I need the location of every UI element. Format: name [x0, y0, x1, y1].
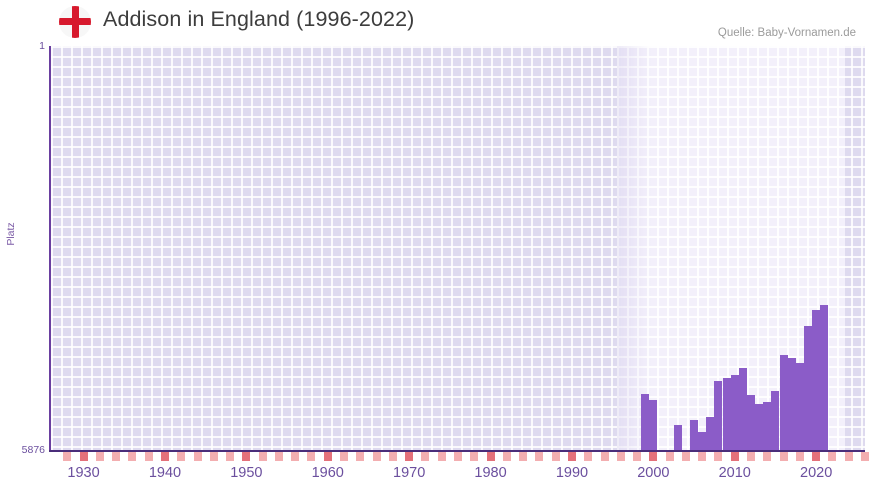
x-axis-tick-mark-2014	[763, 452, 772, 461]
x-axis-tick-mark-1968	[388, 452, 397, 461]
x-axis-tick-mark-1940	[160, 452, 169, 461]
x-axis-tick-mark-1982	[502, 452, 511, 461]
x-axis-tick-mark-2018	[795, 452, 804, 461]
x-axis-tick-label-1960: 1960	[311, 465, 344, 481]
x-axis-tick-mark-1936	[128, 452, 137, 461]
x-axis-tick-label-1930: 1930	[67, 465, 100, 481]
x-axis-tick-mark-2012	[747, 452, 756, 461]
x-axis-tick-mark-1978	[470, 452, 479, 461]
x-axis-tick-mark-1980	[486, 452, 495, 461]
x-axis-tick-mark-2026	[861, 452, 869, 461]
x-axis-tick-mark-1992	[584, 452, 593, 461]
x-axis-tick-mark-1974	[437, 452, 446, 461]
y-axis-title: Platz	[5, 222, 17, 246]
y-axis-tick-bottom: 5876	[21, 444, 45, 456]
bar-2009[interactable]	[722, 378, 731, 450]
x-axis-tick-mark-1932	[95, 452, 104, 461]
chart-title: Addison in England (1996-2022)	[103, 7, 415, 31]
x-axis-tick-mark-2024	[844, 452, 853, 461]
x-axis-tick-mark-1934	[112, 452, 121, 461]
bar-2008[interactable]	[714, 380, 723, 450]
x-axis-tick-mark-1928	[63, 452, 72, 461]
grid-left-fade	[616, 46, 651, 450]
bar-2017[interactable]	[787, 357, 796, 450]
x-axis-tick-mark-1958	[307, 452, 316, 461]
x-axis-tick-mark-1960	[323, 452, 332, 461]
x-axis-tick-mark-1942	[177, 452, 186, 461]
x-axis-tick-mark-1946	[209, 452, 218, 461]
x-axis-tick-mark-2008	[714, 452, 723, 461]
chart-source-label: Quelle: Baby-Vornamen.de	[717, 27, 856, 39]
x-axis-tick-mark-1930	[79, 452, 88, 461]
england-flag-icon	[59, 6, 91, 38]
bar-2007[interactable]	[706, 416, 715, 450]
bar-2005[interactable]	[690, 420, 699, 450]
x-axis-tick-mark-1972	[421, 452, 430, 461]
x-axis-tick-mark-1998	[633, 452, 642, 461]
x-axis-tick-mark-2002	[665, 452, 674, 461]
x-axis-tick-mark-1996	[616, 452, 625, 461]
bar-2000[interactable]	[649, 400, 658, 450]
x-axis-tick-mark-1964	[356, 452, 365, 461]
x-axis-tick-label-1940: 1940	[148, 465, 182, 481]
x-axis-tick-label-2010: 2010	[718, 465, 751, 481]
x-axis-tick-label-1970: 1970	[393, 465, 426, 481]
x-axis-tick-label-1950: 1950	[230, 465, 263, 481]
x-axis-tick-mark-1954	[274, 452, 283, 461]
x-axis-tick-mark-2004	[681, 452, 690, 461]
x-axis-tick-label-1980: 1980	[474, 465, 507, 481]
bar-2021[interactable]	[820, 304, 829, 450]
x-axis-tick-mark-1952	[258, 452, 267, 461]
plot-area	[51, 46, 865, 450]
x-axis-tick-mark-1938	[144, 452, 153, 461]
x-axis-tick-mark-2020	[812, 452, 821, 461]
y-axis-tick-top: 1	[39, 40, 45, 52]
chart-header: Addison in England (1996-2022) Quelle: B…	[0, 0, 873, 46]
x-axis-tick-mark-2006	[698, 452, 707, 461]
bar-1999[interactable]	[641, 393, 650, 450]
x-axis-tick-mark-1976	[454, 452, 462, 461]
x-axis-tick-mark-1950	[242, 452, 251, 461]
x-axis-tick-mark-1986	[535, 452, 544, 461]
bar-2010[interactable]	[730, 374, 739, 450]
x-axis-tick-mark-1984	[519, 452, 528, 461]
bar-2019[interactable]	[804, 326, 813, 450]
bar-2020[interactable]	[812, 310, 821, 450]
x-axis-tick-label-1990: 1990	[555, 465, 589, 481]
x-axis-tick-mark-1990	[567, 452, 576, 461]
x-axis-line	[49, 450, 865, 452]
x-axis-tick-mark-1988	[551, 452, 560, 461]
x-axis-tick-mark-1944	[193, 452, 202, 461]
x-axis-tick-label-2000: 2000	[637, 465, 670, 481]
flag-cross-horizontal	[59, 18, 91, 25]
bar-2018[interactable]	[795, 362, 804, 450]
bar-2012[interactable]	[747, 394, 756, 450]
x-axis-tick-mark-2000	[649, 452, 658, 461]
x-axis-tick-mark-1948	[226, 452, 235, 461]
x-axis-tick-mark-2010	[730, 452, 739, 461]
bar-2003[interactable]	[673, 425, 682, 450]
x-axis-tick-mark-2022	[828, 452, 837, 461]
bar-2015[interactable]	[771, 390, 780, 450]
x-axis-tick-label-2020: 2020	[800, 465, 833, 481]
bar-2011[interactable]	[738, 367, 747, 450]
x-axis-tick-mark-1962	[340, 452, 349, 461]
y-axis-line	[49, 46, 51, 451]
bar-2016[interactable]	[779, 354, 788, 450]
x-axis-tick-mark-1970	[405, 452, 414, 461]
x-axis-tick-mark-1956	[291, 452, 300, 461]
bar-2013[interactable]	[755, 403, 764, 450]
x-axis-tick-mark-1994	[600, 452, 609, 461]
bar-2014[interactable]	[763, 401, 772, 450]
bar-2006[interactable]	[698, 432, 707, 450]
x-axis-tick-mark-2016	[779, 452, 788, 461]
x-axis-tick-mark-1966	[372, 452, 381, 461]
